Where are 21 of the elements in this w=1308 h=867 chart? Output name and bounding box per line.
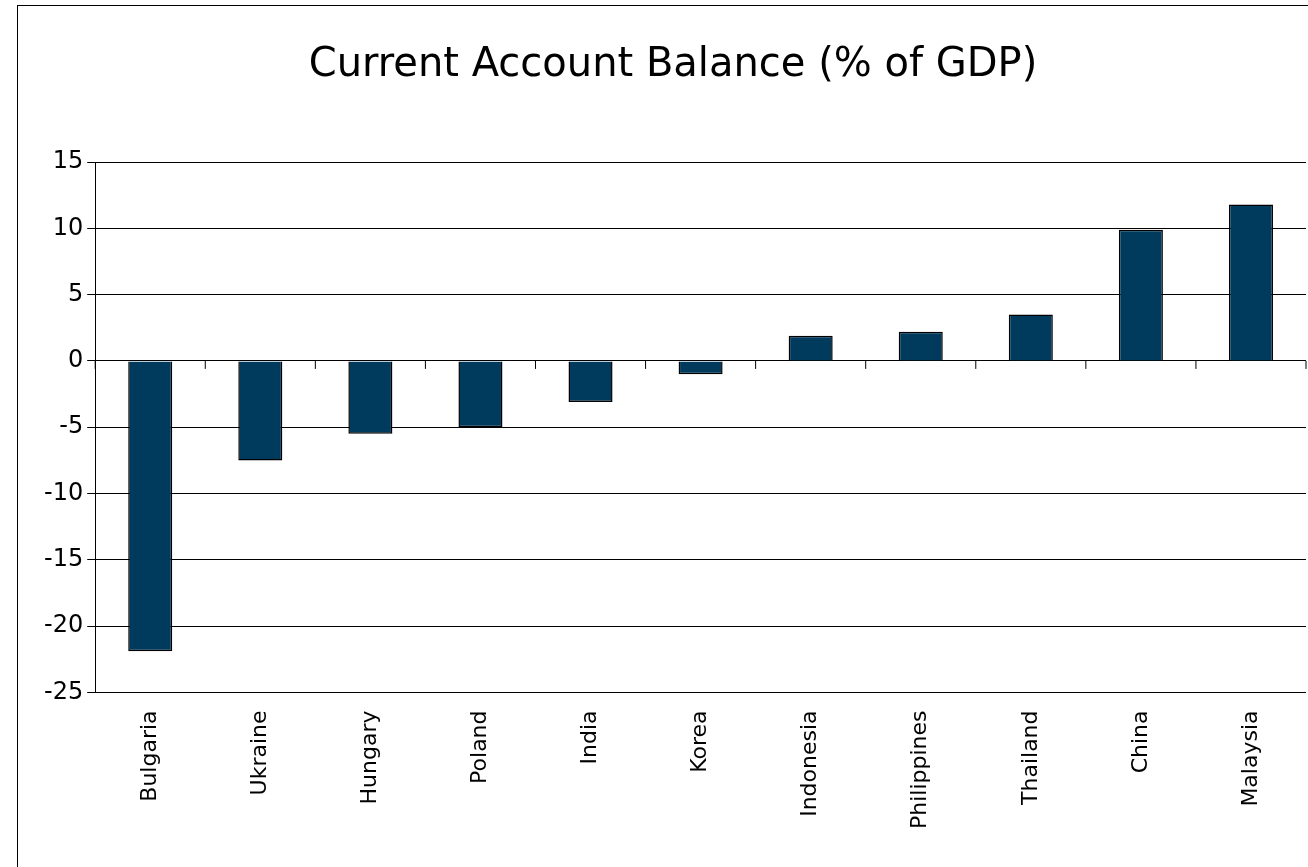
x-tick-label: Ukraine (246, 710, 272, 796)
y-tick-label: 15 (52, 146, 84, 175)
x-tick-label: India (576, 710, 602, 765)
x-tick-label: China (1126, 710, 1152, 774)
x-tick-label: Philippines (906, 710, 932, 829)
x-tick-label: Malaysia (1236, 710, 1262, 807)
y-tick-label: 10 (52, 212, 84, 241)
x-tick-label: Indonesia (796, 710, 822, 817)
y-tick-label: -25 (44, 676, 84, 705)
y-tick-label: -10 (44, 477, 84, 506)
x-tick-label: Hungary (356, 710, 382, 805)
x-tick-label: Bulgaria (135, 710, 161, 802)
x-tick-label: Poland (466, 710, 492, 784)
x-tick-label: Thailand (1016, 710, 1042, 806)
y-tick-label: -5 (59, 411, 84, 440)
y-tick-label: 0 (67, 345, 84, 374)
y-tick-label: -15 (44, 544, 84, 573)
chart-title: Current Account Balance (% of GDP) (308, 39, 1038, 86)
x-tick-label: Korea (686, 710, 712, 773)
y-tick-label: 5 (67, 278, 84, 307)
y-tick-label: -20 (44, 610, 84, 639)
